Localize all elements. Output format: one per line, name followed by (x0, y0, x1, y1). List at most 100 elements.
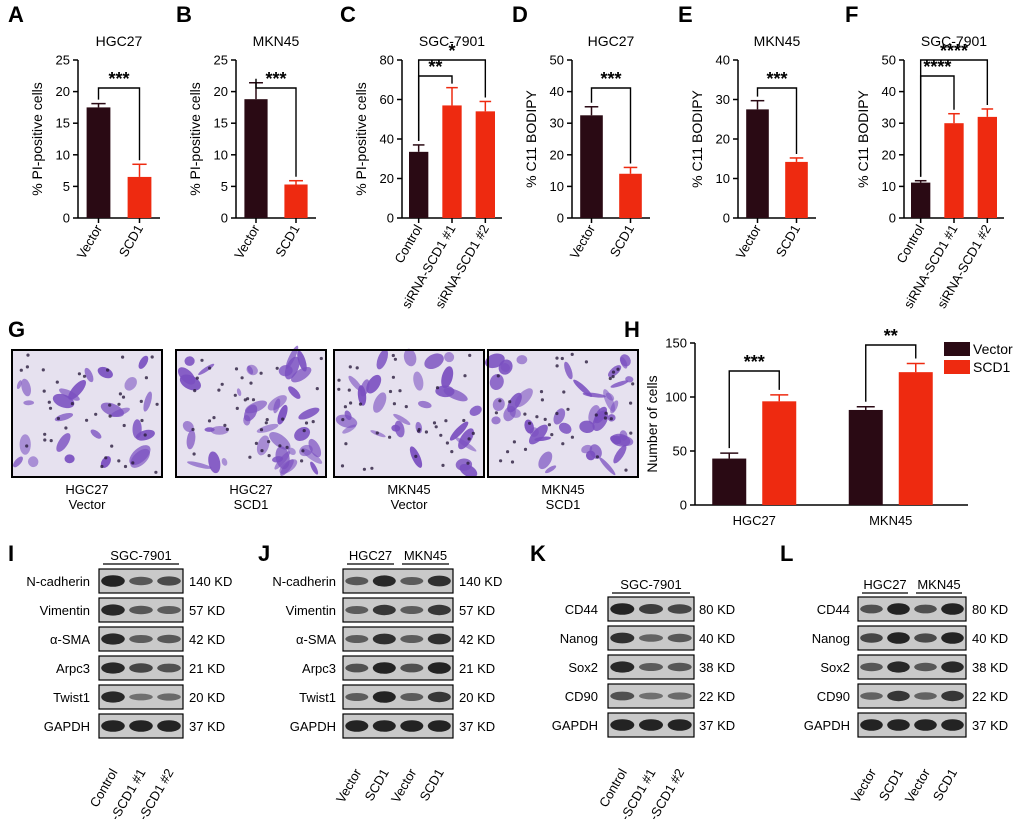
panel-label-h: H (624, 317, 640, 342)
protein-band (427, 604, 451, 616)
stained-cell (184, 356, 195, 366)
membrane-pore (616, 367, 620, 371)
y-tick-label: 40 (380, 132, 394, 147)
stained-cell (64, 454, 75, 464)
membrane-pore (264, 421, 268, 425)
significance-bracket (255, 78, 297, 177)
membrane-pore (611, 370, 616, 374)
protein-band (101, 633, 125, 645)
membrane-pore (260, 449, 264, 453)
membrane-pore (225, 427, 229, 431)
stained-cell (558, 422, 572, 434)
lane-label: Vector (848, 765, 880, 805)
y-tick-label: 100 (665, 390, 687, 405)
protein-label: α-SMA (50, 632, 90, 647)
significance-stars: *** (744, 352, 765, 372)
molecular-weight-label: 57 KD (459, 603, 495, 618)
panel-label-d: D (512, 2, 528, 27)
y-axis-label: % PI-positive cells (187, 82, 203, 196)
membrane-pore (143, 433, 147, 437)
protein-label: Nanog (812, 631, 850, 646)
membrane-pore (25, 365, 29, 369)
membrane-pore (301, 449, 305, 453)
y-tick-label: 25 (214, 53, 228, 68)
membrane-pore (55, 380, 59, 384)
significance-bracket (728, 370, 780, 449)
stained-cell (605, 392, 615, 401)
protein-band (129, 576, 153, 586)
stained-cell (90, 429, 102, 439)
membrane-pore (424, 430, 428, 434)
x-tick-label: Vector (74, 221, 106, 261)
stained-cell (418, 400, 432, 409)
protein-band (667, 692, 692, 700)
bar-scd1 (127, 176, 152, 218)
membrane-pore (49, 439, 53, 443)
membrane-pore (319, 356, 323, 361)
molecular-weight-label: 22 KD (972, 689, 1008, 704)
stained-cell (182, 421, 194, 432)
x-group-label: HGC27 (733, 513, 776, 528)
membrane-pore (370, 466, 374, 470)
membrane-pore (508, 400, 512, 404)
protein-band (372, 691, 396, 703)
stained-cell (138, 355, 149, 369)
molecular-weight-label: 57 KD (189, 603, 225, 618)
panel-label-c: C (340, 2, 356, 27)
protein-band (157, 693, 181, 701)
protein-band (129, 720, 153, 732)
bar-sirna-scd1-1 (442, 105, 462, 218)
y-axis-label: % PI-positive cells (29, 82, 45, 196)
membrane-pore (603, 416, 608, 420)
blot-cell-line-label: MKN45 (917, 577, 960, 592)
blot-i: SGC-7901 N-cadherin 140 KD Vimentin 57 KD α-S… (26, 548, 232, 819)
y-tick-label: 15 (56, 116, 70, 131)
membrane-pore (347, 388, 351, 392)
protein-band (345, 693, 369, 701)
significance-stars: **** (923, 57, 951, 77)
membrane-pore (462, 418, 466, 423)
y-tick-label: 25 (56, 53, 70, 68)
stained-cell (403, 348, 417, 367)
molecular-weight-label: 37 KD (972, 718, 1008, 733)
protein-band (914, 604, 937, 614)
protein-band (129, 635, 153, 643)
lane-label: SCD1 (930, 766, 960, 804)
membrane-pore (398, 389, 402, 393)
panel-label-b: B (176, 2, 192, 27)
membrane-pore (523, 412, 527, 416)
y-tick-label: 0 (63, 211, 70, 226)
stained-cell (267, 395, 287, 411)
protein-band (941, 690, 964, 702)
membrane-pore (108, 414, 112, 418)
membrane-pore (195, 376, 199, 380)
micrograph-frame (487, 349, 639, 478)
membrane-pore (26, 353, 30, 357)
blot-cell-line-label: SGC-7901 (110, 548, 171, 563)
membrane-pore (555, 356, 559, 360)
stained-cell (291, 366, 312, 383)
membrane-pore (631, 382, 635, 386)
protein-band (129, 693, 153, 701)
protein-band (860, 662, 883, 672)
chart-title: SGC-7901 (419, 33, 485, 49)
protein-band (345, 606, 369, 614)
membrane-pore (358, 402, 363, 406)
stained-cell (413, 371, 424, 391)
stained-cell (573, 379, 593, 397)
membrane-pore (594, 413, 598, 417)
significance-stars: *** (108, 69, 129, 89)
membrane-pore (463, 374, 467, 378)
stained-cell (310, 461, 319, 475)
y-tick-label: 80 (380, 53, 394, 68)
protein-label: Arpc3 (302, 661, 336, 676)
membrane-pore (117, 402, 121, 406)
membrane-pore (523, 447, 528, 451)
membrane-pore (337, 387, 341, 391)
membrane-pore (304, 421, 309, 425)
membrane-pore (450, 450, 454, 454)
membrane-pore (555, 411, 559, 416)
x-tick-label: Control (391, 222, 425, 266)
